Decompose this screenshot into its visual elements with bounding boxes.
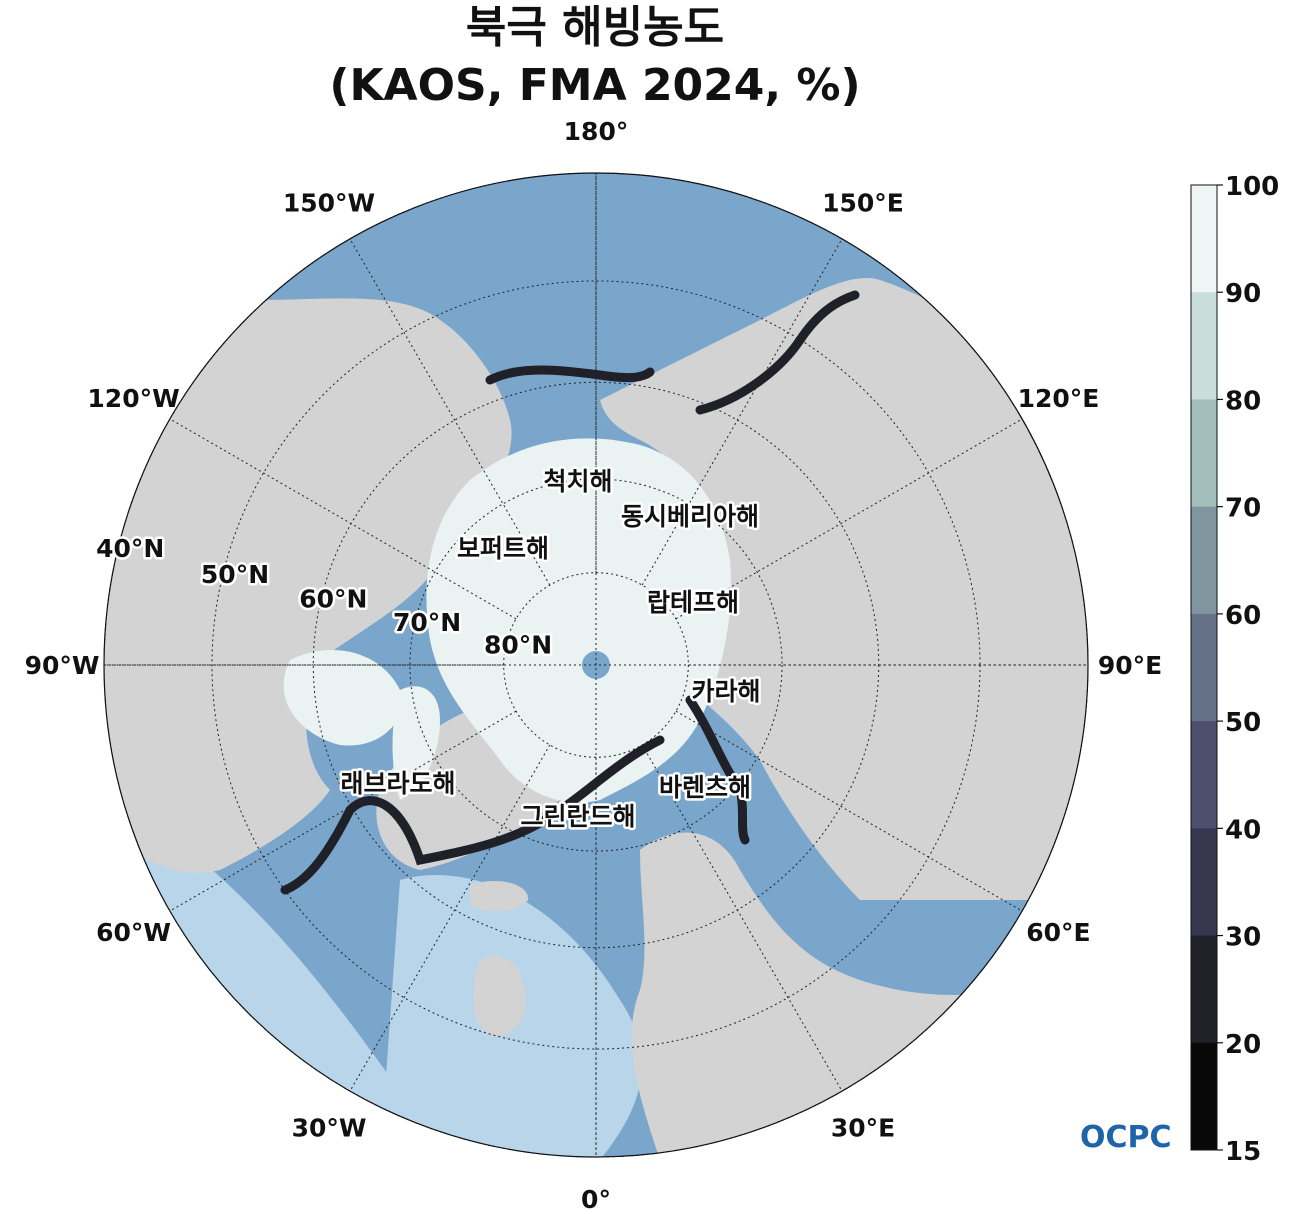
sea-label: 보퍼트해 bbox=[457, 534, 549, 563]
longitude-label: 150°W bbox=[283, 189, 375, 218]
ocean-shelf bbox=[104, 820, 420, 1157]
uk-landmass bbox=[473, 956, 526, 1036]
longitude-label: 150°E bbox=[822, 189, 904, 218]
sea-label: 카라해 bbox=[691, 677, 760, 706]
colorbar-tick-label: 15 bbox=[1225, 1137, 1261, 1167]
sea-label: 동시베리아해 bbox=[621, 502, 759, 531]
colorbar-tick-label: 80 bbox=[1225, 386, 1261, 416]
latitude-label: 80°N bbox=[484, 631, 552, 660]
ocpc-logo: OCPC bbox=[1080, 1120, 1172, 1155]
polar-map bbox=[104, 173, 1088, 1157]
hudson-bay-ice bbox=[283, 650, 402, 746]
colorbar-tick-label: 100 bbox=[1225, 172, 1279, 202]
colorbar-tick-label: 70 bbox=[1225, 494, 1261, 524]
baffin-bay-ice bbox=[392, 686, 440, 800]
longitude-label: 30°E bbox=[831, 1113, 895, 1142]
longitude-label: 60°W bbox=[96, 918, 171, 947]
map-border bbox=[103, 172, 1089, 1158]
sea-label: 그린란드해 bbox=[520, 802, 635, 831]
alaska-peninsula bbox=[180, 380, 350, 437]
sea-label: 척치해 bbox=[543, 467, 612, 496]
north-america-landmass bbox=[104, 298, 512, 873]
iceland-landmass bbox=[470, 880, 529, 912]
longitude-label: 60°E bbox=[1026, 918, 1090, 947]
colorbar-tick-label: 40 bbox=[1225, 815, 1261, 845]
colorbar-tick-label: 20 bbox=[1225, 1030, 1261, 1060]
colorbar-tick-label: 90 bbox=[1225, 279, 1261, 309]
meridian-line bbox=[349, 238, 551, 586]
meridian-line bbox=[675, 710, 1023, 912]
longitude-label: 120°W bbox=[87, 384, 179, 413]
colorbar-segment bbox=[1191, 613, 1217, 722]
map-title: 북극 해빙농도 bbox=[465, 2, 725, 53]
colorbar-segment bbox=[1191, 828, 1217, 937]
colorbar-segment bbox=[1191, 292, 1217, 400]
sea-label: 랍테프해 bbox=[647, 588, 739, 617]
latitude-labels: 40°N 50°N 60°N 70°N 80°N bbox=[94, 531, 555, 662]
colorbar-segment bbox=[1191, 185, 1217, 293]
sea-ice-high-concentration bbox=[426, 438, 731, 803]
ice-edge-atlantic bbox=[280, 735, 665, 895]
latitude-label: 40°N bbox=[96, 534, 164, 563]
meridian-line bbox=[675, 418, 1023, 620]
colorbar-segment bbox=[1191, 399, 1217, 508]
longitude-label: 120°E bbox=[1018, 384, 1100, 413]
kamchatka-landmass bbox=[820, 296, 910, 373]
ice-edge-okhotsk bbox=[695, 290, 860, 415]
longitude-label: 30°W bbox=[292, 1113, 367, 1142]
longitude-label: 0° bbox=[581, 1185, 611, 1214]
longitude-labels: 180° 150°E 120°E 90°E 60°E 30°E 0° 30°W 60°W 90°W… bbox=[25, 117, 1163, 1214]
colorbar-tick-label: 60 bbox=[1225, 601, 1261, 631]
latitude-label: 60°N bbox=[299, 585, 367, 614]
longitude-label: 90°W bbox=[25, 651, 100, 680]
meridian-line bbox=[169, 710, 517, 912]
sea-label: 래브라도해 bbox=[340, 769, 455, 798]
colorbar-tick-label: 30 bbox=[1225, 923, 1261, 953]
colorbar-segment bbox=[1191, 721, 1217, 829]
colorbar-tick-label: 50 bbox=[1225, 708, 1261, 738]
meridian-line bbox=[641, 238, 843, 586]
longitude-label: 90°E bbox=[1098, 651, 1162, 680]
colorbar: 100 90 80 70 60 50 40 30 20 15 bbox=[1190, 172, 1279, 1167]
latitude-label: 50°N bbox=[201, 560, 269, 589]
colorbar-segment bbox=[1191, 1042, 1217, 1151]
meridian-line bbox=[169, 418, 517, 620]
ice-edge-bering bbox=[485, 365, 655, 385]
map-subtitle: (KAOS, FMA 2024, %) bbox=[329, 60, 861, 111]
meridian-line bbox=[641, 744, 843, 1092]
colorbar-segment bbox=[1191, 935, 1217, 1044]
colorbar-border bbox=[1190, 184, 1218, 1151]
colorbar-segment bbox=[1191, 506, 1217, 615]
meridian-line bbox=[349, 744, 551, 1092]
latitude-label: 70°N bbox=[393, 608, 461, 637]
sea-label: 바렌츠해 bbox=[659, 773, 751, 802]
longitude-label: 180° bbox=[564, 117, 629, 146]
